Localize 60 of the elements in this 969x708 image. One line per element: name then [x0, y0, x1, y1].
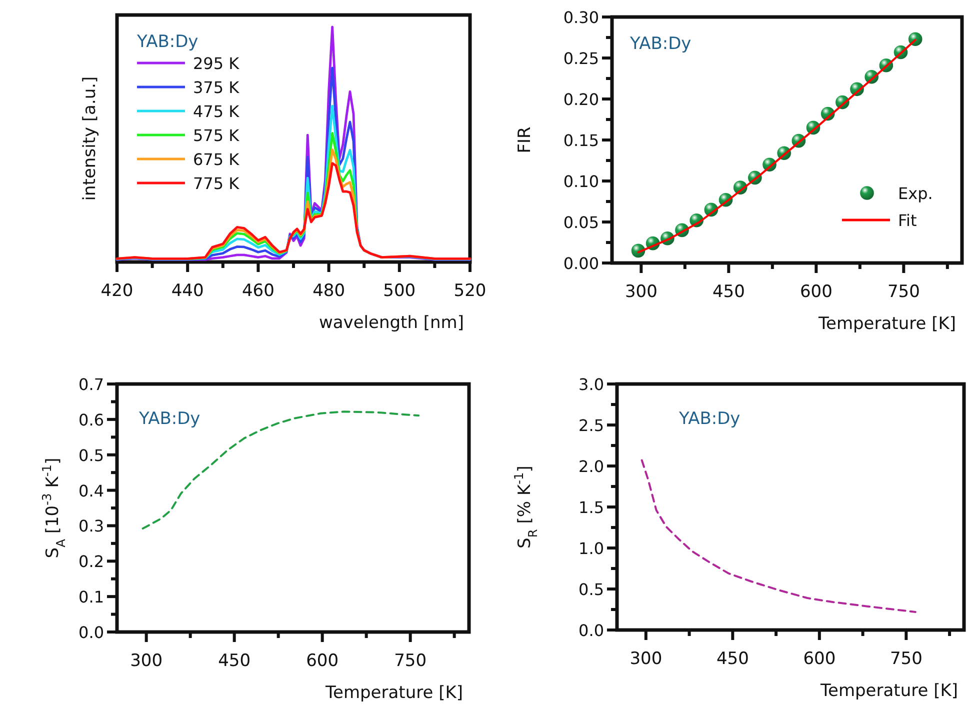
x-axis-title: Temperature [K]	[819, 681, 958, 701]
y-tick-label: 0.6	[78, 410, 104, 430]
legend-label: 295 K	[193, 54, 240, 73]
annotation: YAB:Dy	[678, 409, 740, 429]
x-tick-label: 600	[800, 282, 832, 302]
x-tick-label: 500	[383, 281, 416, 301]
x-tick-label: 300	[130, 651, 163, 671]
annotation: YAB:Dy	[138, 409, 200, 429]
x-tick-label: 480	[312, 281, 346, 301]
y-tick-label: 0.1	[78, 588, 104, 607]
line-series	[640, 459, 916, 613]
y-tick-label: 2.5	[578, 416, 604, 435]
y-axis-title: intensity [a.u.]	[80, 76, 100, 201]
x-tick-label: 300	[624, 282, 658, 302]
y-tick-label: 0.20	[563, 90, 599, 109]
y-tick-label: 1.0	[578, 539, 604, 558]
x-tick-label: 600	[306, 651, 339, 671]
y-tick-label: 0.3	[78, 516, 104, 536]
y-tick-label: 0.5	[578, 580, 604, 599]
legend-label: 575 K	[193, 126, 240, 145]
legend-label: Exp.	[898, 184, 933, 203]
x-tick-label: 450	[716, 649, 749, 669]
y-tick-label: 0.4	[78, 481, 104, 500]
y-tick-label: 0.10	[563, 172, 599, 191]
x-tick-label: 520	[454, 281, 486, 301]
x-tick-label: 750	[887, 282, 920, 302]
legend-label: 375 K	[193, 78, 240, 97]
legend-label: 475 K	[193, 102, 240, 121]
x-tick-label: 450	[218, 651, 251, 671]
y-tick-label: 0.30	[563, 8, 599, 27]
y-tick-label: 0.00	[563, 254, 599, 273]
y-tick-label: 2.0	[578, 457, 604, 476]
y-tick-label: 0.25	[563, 49, 599, 68]
x-axis-title: Temperature [K]	[817, 314, 956, 334]
y-tick-label: 0.5	[78, 446, 104, 465]
y-tick-label: 0.15	[563, 131, 599, 150]
annotation: YAB:Dy	[136, 32, 198, 52]
x-tick-label: 750	[394, 651, 427, 671]
y-tick-label: 0.2	[78, 552, 104, 572]
y-tick-label: 0.0	[78, 623, 104, 642]
y-tick-label: 0.7	[78, 375, 104, 394]
x-tick-label: 420	[100, 281, 134, 301]
y-tick-label: 0.05	[563, 213, 599, 232]
x-axis-title: wavelength [nm]	[318, 313, 464, 333]
legend-label: 775 K	[193, 174, 240, 193]
y-axis-title: FIR	[515, 126, 535, 154]
legend-label: 675 K	[193, 150, 240, 169]
x-tick-label: 600	[803, 649, 836, 669]
annotation: YAB:Dy	[629, 34, 692, 54]
x-tick-label: 450	[712, 282, 745, 302]
y-tick-label: 1.5	[578, 498, 604, 517]
x-tick-label: 300	[630, 649, 662, 669]
x-tick-label: 460	[242, 281, 274, 301]
y-tick-label: 3.0	[578, 375, 604, 394]
point	[908, 32, 922, 46]
x-tick-label: 440	[171, 281, 204, 301]
x-axis-title: Temperature [K]	[324, 683, 463, 703]
y-tick-label: 0.0	[578, 621, 604, 640]
x-tick-label: 750	[890, 649, 922, 669]
legend-label: Fit	[898, 211, 917, 230]
